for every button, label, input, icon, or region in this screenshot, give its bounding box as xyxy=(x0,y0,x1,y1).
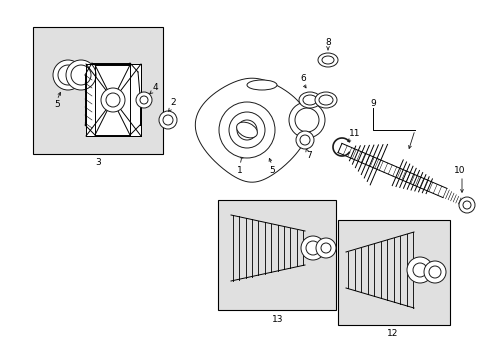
Text: 2: 2 xyxy=(170,98,176,107)
Circle shape xyxy=(53,60,83,90)
Circle shape xyxy=(295,131,313,149)
Circle shape xyxy=(140,96,148,104)
Circle shape xyxy=(320,243,330,253)
Circle shape xyxy=(219,102,274,158)
Text: 3: 3 xyxy=(95,158,101,166)
Text: 12: 12 xyxy=(386,328,398,338)
Circle shape xyxy=(458,197,474,213)
Polygon shape xyxy=(195,78,308,182)
Circle shape xyxy=(288,102,325,138)
Circle shape xyxy=(294,108,318,132)
Ellipse shape xyxy=(318,95,332,105)
Circle shape xyxy=(159,111,177,129)
Circle shape xyxy=(71,65,91,85)
Text: 9: 9 xyxy=(369,99,375,108)
Circle shape xyxy=(163,115,173,125)
Bar xyxy=(218,200,335,310)
Circle shape xyxy=(428,266,440,278)
Ellipse shape xyxy=(317,53,337,67)
Circle shape xyxy=(136,92,152,108)
Circle shape xyxy=(315,238,335,258)
Ellipse shape xyxy=(303,95,316,105)
Text: 5: 5 xyxy=(54,99,60,108)
Text: 4: 4 xyxy=(152,82,158,91)
Ellipse shape xyxy=(321,56,333,64)
Circle shape xyxy=(299,135,309,145)
Circle shape xyxy=(423,261,445,283)
Circle shape xyxy=(58,65,78,85)
Text: 1: 1 xyxy=(237,166,243,175)
Circle shape xyxy=(66,60,96,90)
Circle shape xyxy=(406,257,432,283)
Text: 7: 7 xyxy=(305,150,311,159)
Text: 13: 13 xyxy=(272,315,283,324)
Circle shape xyxy=(228,112,264,148)
Ellipse shape xyxy=(236,122,257,138)
Text: 8: 8 xyxy=(325,37,330,46)
Bar xyxy=(337,220,449,325)
Circle shape xyxy=(412,263,426,277)
Circle shape xyxy=(237,120,257,140)
Circle shape xyxy=(301,236,325,260)
Bar xyxy=(33,27,163,154)
Bar xyxy=(86,64,141,136)
Text: 6: 6 xyxy=(300,73,305,82)
Ellipse shape xyxy=(314,92,336,108)
Ellipse shape xyxy=(246,80,276,90)
Circle shape xyxy=(305,241,319,255)
Circle shape xyxy=(462,201,470,209)
Text: 10: 10 xyxy=(453,166,465,175)
Circle shape xyxy=(106,93,120,107)
Text: 11: 11 xyxy=(348,129,360,138)
Ellipse shape xyxy=(298,92,320,108)
Text: 5: 5 xyxy=(268,166,274,175)
Circle shape xyxy=(101,88,125,112)
